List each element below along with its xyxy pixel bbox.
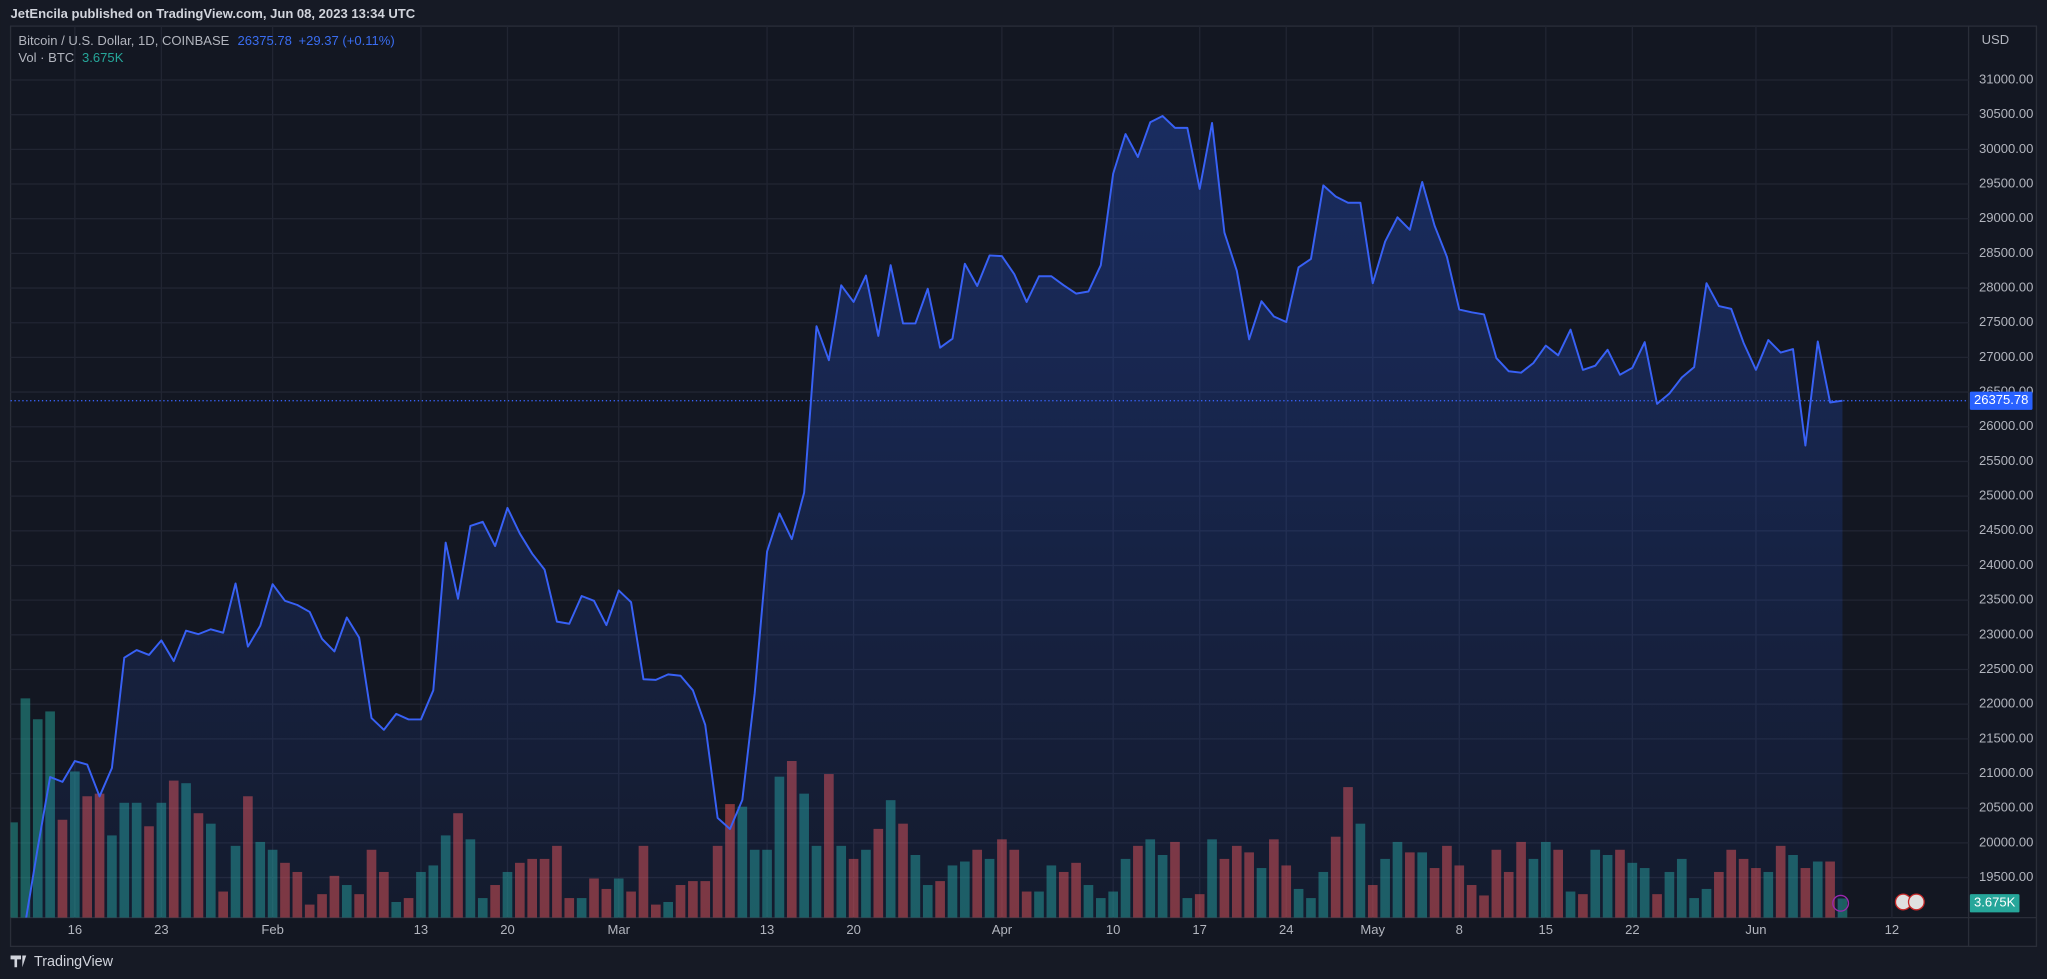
price-change: +29.37 (+0.11%) xyxy=(298,33,394,48)
y-tick-label: 27000.00 xyxy=(1979,349,2033,364)
x-tick-label: 22 xyxy=(1625,922,1640,937)
y-tick-label: 20000.00 xyxy=(1979,834,2033,849)
x-tick-label: 20 xyxy=(500,922,515,937)
last-price-label: 26375.78 xyxy=(1974,392,2028,407)
y-tick-label: 21500.00 xyxy=(1979,730,2033,745)
symbol-title: Bitcoin / U.S. Dollar, 1D, COINBASE xyxy=(18,33,229,48)
event-icon xyxy=(1832,894,1850,912)
y-tick-label: 26000.00 xyxy=(1979,418,2033,433)
y-tick-label: 29000.00 xyxy=(1979,210,2033,225)
y-tick-label: 20500.00 xyxy=(1979,800,2033,815)
price-line xyxy=(25,115,1843,918)
last-volume-label: 3.675K xyxy=(1974,895,2016,910)
y-tick-label: 25000.00 xyxy=(1979,488,2033,503)
x-tick-label: 15 xyxy=(1539,922,1554,937)
brand: TradingView xyxy=(34,954,114,970)
volume-last: 3.675K xyxy=(82,50,124,65)
y-tick-label: 28500.00 xyxy=(1979,245,2033,260)
x-tick-label: 13 xyxy=(760,922,775,937)
y-tick-label: 24000.00 xyxy=(1979,557,2033,572)
y-tick-label: 24500.00 xyxy=(1979,522,2033,537)
x-tick-label: 20 xyxy=(846,922,861,937)
x-tick-label: Mar xyxy=(607,922,630,937)
volume-title: Vol · BTC xyxy=(18,50,74,65)
axes: 19500.00 20000.00 20500.00 21000.00 21500.00… xyxy=(10,71,2033,937)
brand-logo xyxy=(10,955,27,968)
x-tick-label: 16 xyxy=(68,922,83,937)
y-tick-label: 23000.00 xyxy=(1979,626,2033,641)
y-tick-label: 31000.00 xyxy=(1979,71,2033,86)
y-tick-label: 22000.00 xyxy=(1979,696,2033,711)
last-price: 26375.78 xyxy=(238,33,292,48)
x-tick-label: 24 xyxy=(1279,922,1294,937)
y-tick-label: 22500.00 xyxy=(1979,661,2033,676)
y-tick-label: 30000.00 xyxy=(1979,141,2033,156)
y-tick-label: 23500.00 xyxy=(1979,592,2033,607)
x-tick-label: 13 xyxy=(414,922,429,937)
y-tick-label: 19500.00 xyxy=(1979,869,2033,884)
last-price-box xyxy=(1969,391,2033,410)
x-tick-label: Feb xyxy=(261,922,283,937)
y-tick-label: 27500.00 xyxy=(1979,314,2033,329)
currency-label: USD xyxy=(1982,32,2010,47)
y-tick-label: 30500.00 xyxy=(1979,106,2033,121)
price-pane xyxy=(13,115,1843,918)
price-area xyxy=(13,116,1843,918)
event-icons xyxy=(1832,893,1925,912)
event-icon xyxy=(1907,893,1925,911)
y-tick-label: 28000.00 xyxy=(1979,280,2033,295)
y-tick-label: 21000.00 xyxy=(1979,765,2033,780)
x-tick-label: Apr xyxy=(992,922,1013,937)
x-tick-label: 23 xyxy=(154,922,169,937)
x-tick-label: 12 xyxy=(1885,922,1900,937)
x-tick-label: 8 xyxy=(1456,922,1463,937)
x-tick-label: May xyxy=(1360,922,1385,937)
x-tick-label: 10 xyxy=(1106,922,1121,937)
x-tick-label: Jun xyxy=(1745,922,1766,937)
publisher-line: JetEncila published on TradingView.com, … xyxy=(11,6,416,21)
volume-bar xyxy=(32,719,43,918)
volume-bar xyxy=(20,698,31,918)
x-tick-label: 17 xyxy=(1192,922,1207,937)
y-tick-label: 25500.00 xyxy=(1979,453,2033,468)
y-tick-label: 29500.00 xyxy=(1979,175,2033,190)
volume-bar xyxy=(10,822,18,918)
last-volume-box xyxy=(1969,894,2020,913)
